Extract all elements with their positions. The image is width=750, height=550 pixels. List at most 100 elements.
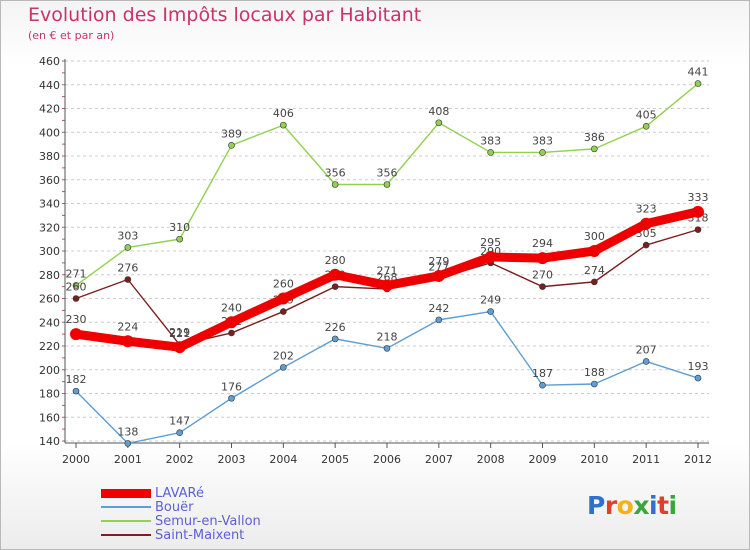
data-point: [70, 328, 82, 341]
data-label: 242: [428, 302, 449, 315]
data-point: [124, 276, 132, 283]
x-tick-label: 2003: [218, 453, 246, 466]
data-label: 274: [584, 264, 605, 277]
x-tick-label: 2008: [477, 453, 505, 466]
data-point: [539, 149, 546, 156]
data-label: 383: [532, 134, 553, 147]
data-point: [329, 268, 342, 281]
logo-letter: o: [616, 491, 634, 520]
data-label: 249: [480, 294, 501, 307]
data-point: [435, 316, 443, 324]
data-point: [694, 226, 702, 233]
data-point: [124, 244, 132, 251]
data-label: 276: [117, 262, 138, 275]
data-point: [432, 269, 445, 282]
data-point: [225, 316, 238, 329]
data-point: [383, 345, 391, 352]
logo-letter: r: [604, 491, 617, 520]
data-label: 193: [688, 360, 709, 373]
data-label: 383: [480, 134, 501, 147]
x-tick-label: 2001: [114, 453, 142, 466]
data-label: 300: [584, 230, 605, 243]
data-point: [694, 374, 702, 382]
data-label: 224: [117, 320, 138, 333]
chart-title: Evolution des Impôts locaux par Habitant: [28, 4, 422, 26]
legend-label: Saint-Maixent: [155, 527, 245, 543]
data-point: [642, 123, 650, 130]
data-point: [72, 295, 80, 302]
data-label: 356: [325, 167, 346, 180]
data-point: [539, 283, 546, 290]
data-label: 138: [117, 425, 138, 438]
data-point: [280, 308, 287, 315]
data-point: [694, 80, 702, 87]
data-point: [435, 119, 443, 127]
x-tick-label: 2007: [425, 453, 453, 466]
data-point: [642, 241, 650, 249]
data-label: 408: [428, 105, 449, 118]
data-label: 230: [66, 313, 87, 326]
data-label: 147: [169, 415, 190, 428]
y-tick-label: 460: [39, 55, 60, 68]
data-label: 260: [273, 278, 294, 291]
data-label: 356: [377, 167, 398, 180]
logo-letter: i: [668, 491, 678, 520]
legend-item: LAVARé: [101, 486, 261, 501]
data-point: [228, 394, 235, 402]
x-tick-label: 2002: [166, 453, 194, 466]
y-tick-label: 440: [39, 79, 60, 92]
legend-swatch: [101, 520, 151, 522]
data-label: 240: [221, 301, 242, 314]
y-tick-label: 420: [39, 103, 60, 116]
y-tick-label: 380: [39, 150, 60, 163]
legend-item: Saint-Maixent: [101, 527, 261, 543]
y-tick-label: 240: [39, 316, 60, 329]
data-point: [539, 381, 546, 389]
y-tick-label: 400: [39, 126, 60, 139]
legend-label: Semur-en-Vallon: [155, 513, 261, 529]
data-point: [381, 279, 393, 292]
proxiti-logo: Proxiti: [587, 491, 677, 520]
data-point: [642, 358, 650, 365]
x-tick-label: 2009: [529, 453, 557, 466]
y-tick-label: 140: [39, 435, 60, 448]
data-point: [121, 335, 134, 348]
legend-item: Bouër: [101, 499, 261, 515]
legend-label: Bouër: [155, 499, 194, 515]
y-tick-label: 300: [39, 245, 60, 258]
data-label: 270: [532, 269, 553, 282]
data-point: [487, 149, 494, 156]
data-point: [692, 205, 704, 218]
data-label: 310: [169, 221, 190, 234]
data-point: [72, 282, 80, 289]
data-label: 279: [428, 255, 449, 268]
data-point: [331, 335, 339, 343]
data-point: [72, 387, 80, 395]
data-point: [331, 181, 339, 188]
data-point: [228, 329, 235, 337]
x-tick-label: 2000: [62, 453, 90, 466]
legend-swatch: [101, 488, 151, 498]
data-point: [484, 250, 497, 263]
x-tick-label: 2006: [373, 453, 401, 466]
legend-item: Semur-en-Vallon: [101, 513, 261, 529]
data-label: 280: [325, 254, 346, 267]
logo-letter: i: [649, 491, 658, 520]
legend-swatch: [101, 506, 151, 508]
x-tick-label: 2005: [321, 453, 349, 466]
legend: LAVARé Bouër Semur-en-Vallon Saint-Maixent: [101, 486, 261, 543]
data-point: [173, 341, 186, 354]
data-point: [591, 380, 598, 388]
data-label: 294: [532, 237, 553, 250]
y-tick-label: 160: [39, 411, 60, 424]
data-point: [280, 364, 287, 371]
legend-swatch: [101, 534, 151, 536]
data-label: 221: [169, 327, 190, 340]
data-label: 188: [584, 366, 605, 379]
data-point: [176, 235, 183, 243]
data-point: [383, 181, 391, 188]
data-point: [124, 440, 132, 447]
data-label: 323: [636, 203, 657, 216]
y-tick-label: 180: [39, 388, 60, 401]
